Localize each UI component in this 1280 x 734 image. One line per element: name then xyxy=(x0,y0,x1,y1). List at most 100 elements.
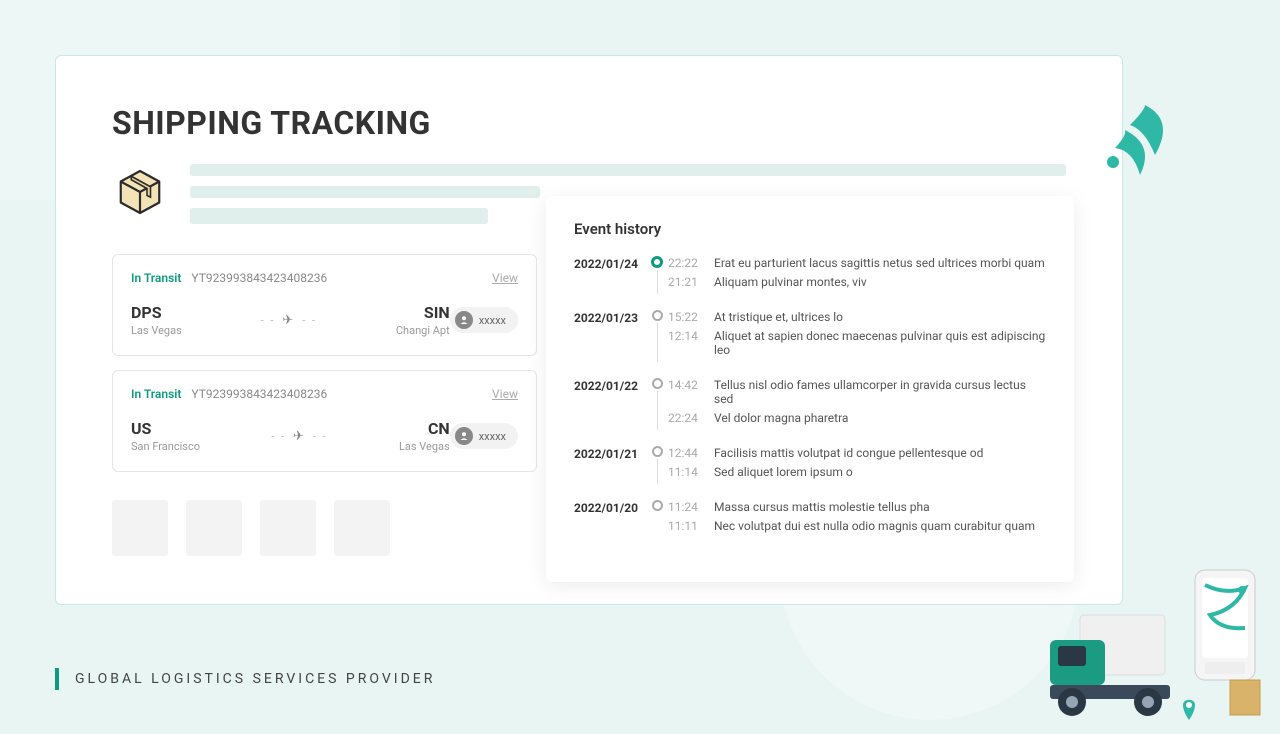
plane-icon: ✈ xyxy=(293,429,306,444)
event-day-group: 2022/01/24 22:22 Erat eu parturient lacu… xyxy=(574,256,1046,294)
event-item: 22:24 Vel dolor magna pharetra xyxy=(668,411,1046,425)
route-line: - -✈- - xyxy=(200,429,399,444)
destination-city: Changi Apt xyxy=(396,324,450,337)
timeline-line xyxy=(657,459,658,484)
origin-code: US xyxy=(131,419,200,438)
event-time: 11:24 xyxy=(668,500,702,514)
avatar-icon xyxy=(455,427,473,445)
event-item: 11:11 Nec volutpat dui est nulla odio ma… xyxy=(668,519,1046,533)
route-destination: SIN Changi Apt xyxy=(396,303,450,337)
destination-city: Las Vegas xyxy=(399,440,450,453)
timeline-marker xyxy=(646,378,668,430)
event-time: 12:44 xyxy=(668,446,702,460)
event-day-group: 2022/01/23 15:22 At tristique et, ultric… xyxy=(574,310,1046,362)
thumbnail[interactable] xyxy=(334,500,390,556)
event-time: 15:22 xyxy=(668,310,702,324)
event-date: 2022/01/22 xyxy=(574,378,646,430)
plane-icon: ✈ xyxy=(282,313,295,328)
event-time: 21:21 xyxy=(668,275,702,289)
package-icon xyxy=(112,164,168,220)
event-text: Vel dolor magna pharetra xyxy=(714,411,848,425)
event-history-title: Event history xyxy=(574,220,1046,238)
timeline-line xyxy=(657,323,658,362)
page-title: SHIPPING TRACKING xyxy=(112,104,1066,142)
thumbnail[interactable] xyxy=(260,500,316,556)
timeline-marker xyxy=(646,446,668,484)
destination-code: SIN xyxy=(424,303,450,322)
event-day-group: 2022/01/21 12:44 Facilisis mattis volutp… xyxy=(574,446,1046,484)
timeline-dot-icon xyxy=(652,378,663,389)
event-time: 22:24 xyxy=(668,411,702,425)
event-time: 11:11 xyxy=(668,519,702,533)
user-label: xxxxx xyxy=(479,314,506,327)
tracking-number: YT923993843423408236 xyxy=(191,387,327,401)
event-item: 15:22 At tristique et, ultrices lo xyxy=(668,310,1046,324)
event-items: 12:44 Facilisis mattis volutpat id congu… xyxy=(668,446,1046,484)
event-time: 11:14 xyxy=(668,465,702,479)
event-item: 12:44 Facilisis mattis volutpat id congu… xyxy=(668,446,1046,460)
origin-city: Las Vegas xyxy=(131,324,182,337)
event-text: At tristique et, ultrices lo xyxy=(714,310,843,324)
event-history-panel: Event history 2022/01/24 22:22 Erat eu p… xyxy=(546,196,1074,582)
tracking-number: YT923993843423408236 xyxy=(191,271,327,285)
event-text: Tellus nisl odio fames ullamcorper in gr… xyxy=(714,378,1046,406)
origin-code: DPS xyxy=(131,303,182,322)
placeholder-bar xyxy=(190,164,1066,176)
timeline-line xyxy=(657,270,658,294)
timeline-line xyxy=(657,391,658,430)
view-link[interactable]: View xyxy=(492,271,518,285)
timeline-dot-icon xyxy=(652,310,663,321)
event-item: 11:24 Massa cursus mattis molestie tellu… xyxy=(668,500,1046,514)
event-text: Sed aliquet lorem ipsum o xyxy=(714,465,853,479)
timeline-marker xyxy=(646,500,668,538)
timeline-dot-icon xyxy=(652,500,663,511)
event-date: 2022/01/20 xyxy=(574,500,646,538)
avatar-icon xyxy=(455,311,473,329)
event-items: 11:24 Massa cursus mattis molestie tellu… xyxy=(668,500,1046,538)
footer-accent-bar xyxy=(55,668,59,690)
event-item: 11:14 Sed aliquet lorem ipsum o xyxy=(668,465,1046,479)
thumbnail[interactable] xyxy=(112,500,168,556)
shipment-status: In Transit xyxy=(131,271,181,285)
event-time: 22:22 xyxy=(668,256,702,270)
shipment-card[interactable]: In Transit YT923993843423408236 View DPS… xyxy=(112,254,537,356)
event-item: 21:21 Aliquam pulvinar montes, viv xyxy=(668,275,1046,289)
placeholder-bar xyxy=(190,186,540,198)
timeline-marker xyxy=(646,310,668,362)
thumbnail[interactable] xyxy=(186,500,242,556)
event-items: 15:22 At tristique et, ultrices lo 12:14… xyxy=(668,310,1046,362)
event-day-group: 2022/01/20 11:24 Massa cursus mattis mol… xyxy=(574,500,1046,538)
timeline-marker xyxy=(646,256,668,294)
route-origin: US San Francisco xyxy=(131,419,200,453)
event-items: 14:42 Tellus nisl odio fames ullamcorper… xyxy=(668,378,1046,430)
event-item: 12:14 Aliquet at sapien donec maecenas p… xyxy=(668,329,1046,357)
event-date: 2022/01/23 xyxy=(574,310,646,362)
splash-decoration-icon xyxy=(1085,100,1175,184)
origin-city: San Francisco xyxy=(131,440,200,453)
user-chip[interactable]: xxxxx xyxy=(450,423,518,449)
shipment-status: In Transit xyxy=(131,387,181,401)
event-item: 22:22 Erat eu parturient lacus sagittis … xyxy=(668,256,1046,270)
user-chip[interactable]: xxxxx xyxy=(450,307,518,333)
event-text: Erat eu parturient lacus sagittis netus … xyxy=(714,256,1045,270)
route-destination: CN Las Vegas xyxy=(399,419,450,453)
event-date: 2022/01/21 xyxy=(574,446,646,484)
event-item: 14:42 Tellus nisl odio fames ullamcorper… xyxy=(668,378,1046,406)
event-day-group: 2022/01/22 14:42 Tellus nisl odio fames … xyxy=(574,378,1046,430)
event-text: Massa cursus mattis molestie tellus pha xyxy=(714,500,930,514)
placeholder-bar xyxy=(190,208,488,224)
route-line: - -✈- - xyxy=(182,313,396,328)
destination-code: CN xyxy=(428,419,450,438)
shipments-list: In Transit YT923993843423408236 View DPS… xyxy=(112,254,537,472)
event-text: Aliquam pulvinar montes, viv xyxy=(714,275,867,289)
event-items: 22:22 Erat eu parturient lacus sagittis … xyxy=(668,256,1046,294)
event-text: Facilisis mattis volutpat id congue pell… xyxy=(714,446,983,460)
truck-illustration-icon xyxy=(1050,560,1270,730)
event-time: 12:14 xyxy=(668,329,702,357)
footer-tagline: GLOBAL LOGISTICS SERVICES PROVIDER xyxy=(55,668,435,690)
view-link[interactable]: View xyxy=(492,387,518,401)
event-days-list: 2022/01/24 22:22 Erat eu parturient lacu… xyxy=(574,256,1046,538)
route-origin: DPS Las Vegas xyxy=(131,303,182,337)
shipment-card[interactable]: In Transit YT923993843423408236 View US … xyxy=(112,370,537,472)
timeline-dot-icon xyxy=(652,446,663,457)
